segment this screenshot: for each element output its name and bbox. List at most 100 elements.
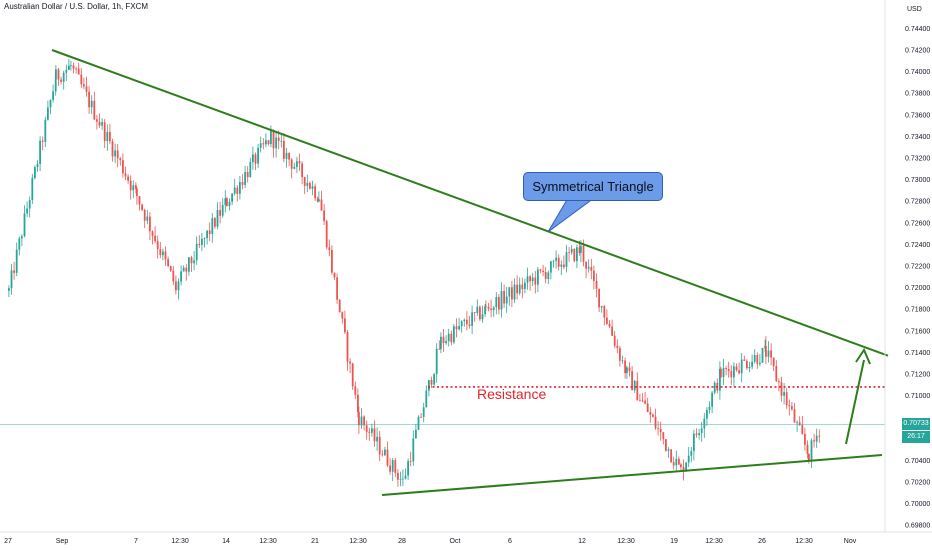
candle-body	[576, 247, 578, 262]
candle-body	[505, 296, 508, 304]
candle-body	[354, 386, 357, 395]
candle-body	[49, 100, 52, 108]
candle-body	[203, 238, 206, 239]
candle-body	[534, 277, 537, 285]
candle-body	[466, 319, 468, 325]
candle-body	[363, 416, 365, 426]
candle-body	[60, 79, 62, 82]
candle-body	[386, 449, 389, 466]
candle-body	[83, 84, 85, 87]
candle-body	[132, 185, 135, 191]
candle-body	[555, 257, 557, 261]
candle-body	[547, 272, 550, 279]
candle-body	[708, 406, 711, 410]
price-tick-label: 0.73200	[905, 156, 930, 163]
candle-body	[725, 368, 727, 370]
candle-body	[415, 429, 417, 439]
candle-body	[283, 140, 285, 159]
candle-body	[590, 267, 593, 271]
candle-body	[136, 188, 138, 197]
candle-body	[738, 370, 740, 374]
price-tick-label: 0.69800	[905, 523, 930, 530]
candle-body	[616, 345, 619, 349]
candle-body	[54, 79, 57, 92]
candle-body	[753, 354, 756, 362]
candle-body	[765, 345, 767, 357]
candle-body	[471, 312, 473, 326]
candle-body	[788, 405, 791, 407]
candle-body	[772, 357, 775, 367]
time-tick-label: 12:30	[259, 538, 277, 545]
candle-body	[791, 406, 793, 410]
trendline-lower	[381, 454, 883, 496]
candle-body	[644, 400, 646, 404]
price-tick-label: 0.72200	[905, 264, 930, 271]
candle-body	[498, 297, 500, 310]
candle-body	[479, 306, 481, 320]
candle-body	[47, 107, 49, 120]
candle-body	[221, 204, 224, 216]
candle-body	[422, 407, 425, 417]
candle-body	[358, 412, 360, 426]
candle-body	[468, 324, 471, 326]
candle-body	[552, 260, 555, 262]
time-tick-label: 12:30	[171, 538, 189, 545]
candle-body	[391, 460, 394, 472]
candle-body	[662, 432, 665, 440]
candle-body	[162, 251, 164, 256]
breakout-arrow-head	[855, 347, 871, 365]
candle-body	[285, 152, 288, 159]
candle-body	[52, 91, 54, 101]
callout-symmetrical-triangle: Symmetrical Triangle	[523, 172, 663, 201]
candle-body	[201, 238, 203, 246]
candle-body	[516, 284, 518, 294]
last-price-tag: 0.70733	[902, 418, 930, 431]
time-tick-label: 28	[398, 538, 406, 545]
candle-body	[41, 140, 44, 142]
candle-body	[672, 462, 675, 466]
candle-body	[116, 150, 119, 159]
candle-body	[349, 361, 351, 364]
candle-body	[314, 186, 316, 199]
candle-body	[298, 161, 301, 164]
candle-body	[700, 428, 703, 434]
candle-body	[613, 335, 616, 346]
candle-body	[490, 308, 492, 311]
candle-body	[458, 326, 460, 330]
candle-body	[619, 348, 621, 361]
candle-body	[62, 72, 65, 82]
price-tick-label: 0.73400	[905, 134, 930, 141]
candle-body	[303, 177, 306, 186]
candle-body	[275, 137, 277, 149]
candle-body	[740, 359, 743, 374]
candle-body	[111, 141, 114, 157]
candle-body	[778, 381, 780, 383]
candle-body	[636, 380, 639, 401]
candle-body	[13, 270, 15, 273]
candle-body	[508, 287, 511, 297]
candle-body	[492, 307, 495, 311]
candle-body	[96, 119, 98, 122]
candle-body	[21, 236, 23, 239]
candle-body	[262, 143, 265, 145]
candle-body	[722, 368, 725, 377]
candle-body	[90, 100, 93, 108]
candle-body	[211, 218, 214, 235]
candle-body	[600, 306, 603, 308]
candle-body	[808, 453, 810, 462]
time-tick-label: 27	[4, 538, 12, 545]
candle-body	[810, 440, 813, 462]
candle-body	[748, 366, 751, 369]
candle-body	[306, 182, 309, 186]
candle-body	[542, 270, 544, 273]
candle-body	[495, 297, 498, 308]
candle-body	[373, 428, 376, 442]
candle-body	[129, 180, 132, 191]
callout-pointer	[547, 197, 596, 233]
candle-body	[430, 380, 433, 385]
candle-body	[85, 86, 88, 92]
candle-body	[280, 140, 283, 142]
candle-body	[639, 400, 641, 402]
candle-body	[798, 422, 801, 426]
